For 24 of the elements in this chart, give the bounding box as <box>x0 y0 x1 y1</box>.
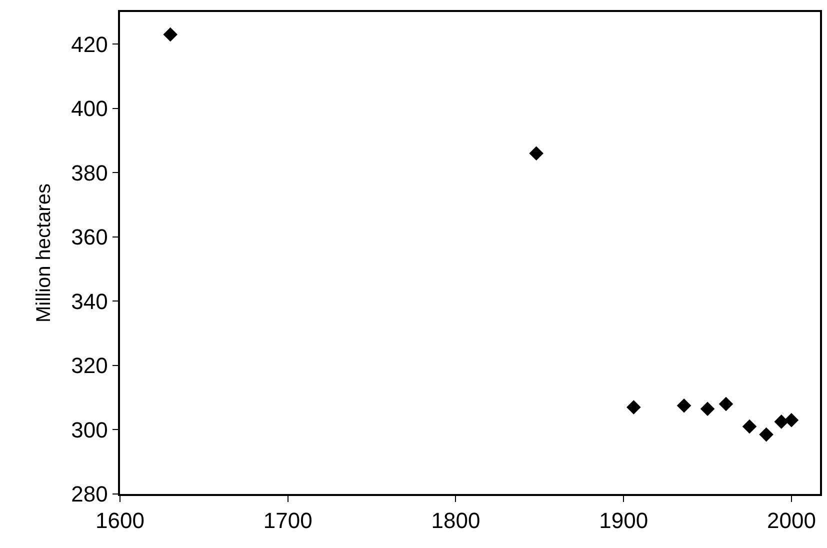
x-tick-label: 1600 <box>96 508 144 534</box>
point <box>676 398 692 413</box>
y-axis-title: Million hectares <box>33 184 56 322</box>
y-tick-label: 300 <box>71 417 108 442</box>
point <box>774 414 789 429</box>
y-tick-label: 420 <box>71 32 108 57</box>
point <box>626 400 641 414</box>
point <box>529 146 544 161</box>
y-tick-label: 340 <box>71 288 108 314</box>
y-tick-label: 400 <box>71 96 108 122</box>
y-tick-label: 280 <box>71 482 108 507</box>
x-tick-label: 1900 <box>599 508 648 534</box>
x-tick-label: 1800 <box>431 508 480 534</box>
y-tick-label: 360 <box>71 224 108 250</box>
y-tick-label: 380 <box>71 160 108 186</box>
point <box>700 402 715 416</box>
x-tick-label: 2000 <box>766 508 816 534</box>
x-tick-label: 1700 <box>263 508 312 534</box>
y-tick-label: 320 <box>71 353 108 378</box>
point <box>163 27 178 42</box>
point <box>784 412 799 428</box>
point <box>742 419 757 434</box>
point <box>718 396 734 412</box>
point <box>759 427 774 442</box>
